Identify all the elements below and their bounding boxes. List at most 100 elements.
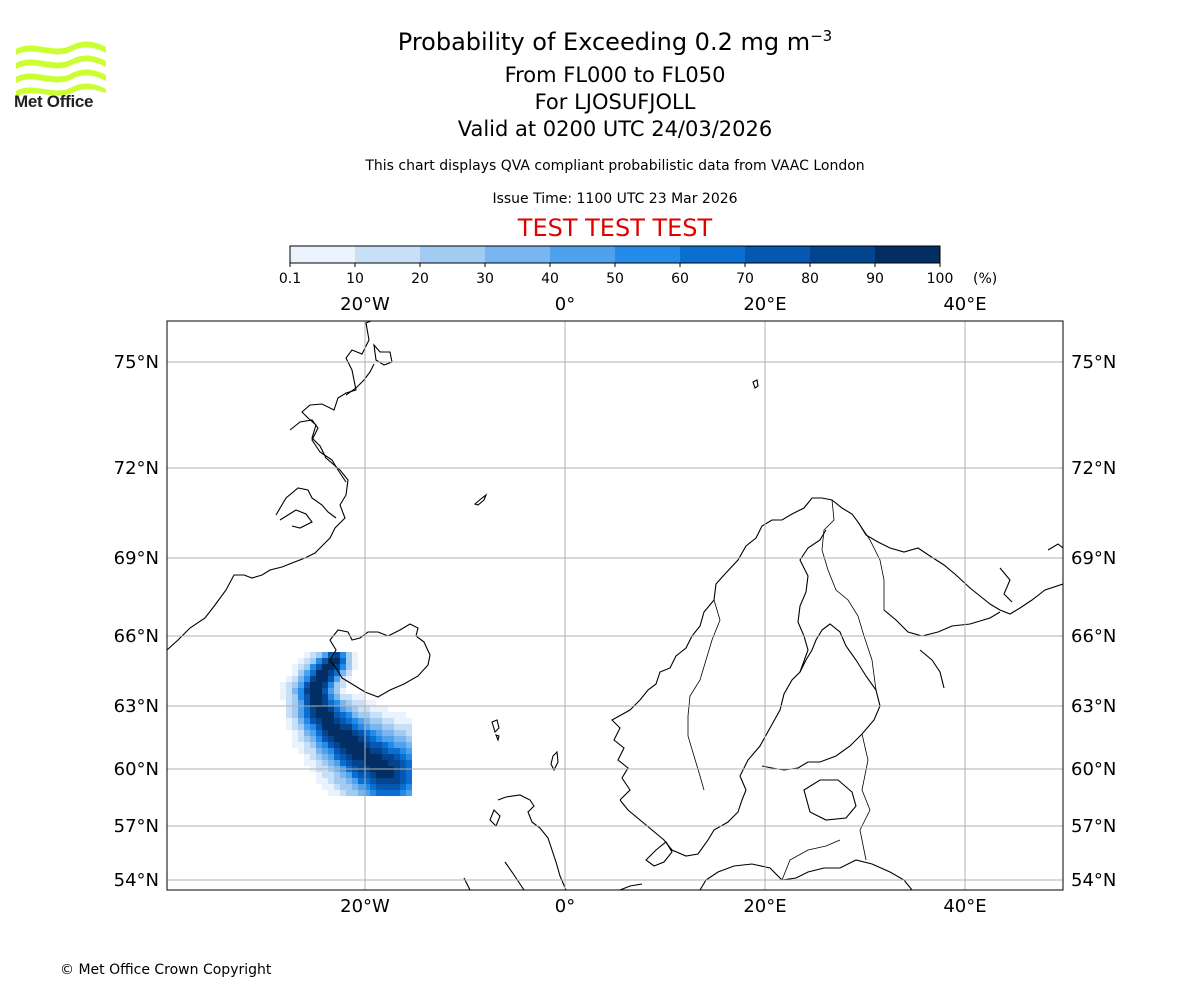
- plume-cell: [382, 724, 388, 730]
- plume-cell: [334, 700, 340, 706]
- plume-cell: [340, 658, 346, 664]
- plume-cell: [370, 742, 376, 748]
- colorbar-block: [745, 246, 811, 263]
- plume-cell: [352, 772, 358, 778]
- plume-cell: [322, 718, 328, 724]
- colorbar-unit: (%): [973, 271, 998, 287]
- plume-cell: [286, 700, 292, 706]
- plume-cell: [400, 736, 406, 742]
- plume-cell: [334, 760, 340, 766]
- plume-cell: [334, 676, 340, 682]
- plume-cell: [292, 670, 298, 676]
- plume-cell: [352, 742, 358, 748]
- plume-cell: [316, 694, 322, 700]
- plume-cell: [394, 784, 400, 790]
- plume-cell: [388, 718, 394, 724]
- plume-cell: [328, 712, 334, 718]
- plume-cell: [322, 652, 328, 658]
- plume-cell: [388, 760, 394, 766]
- plume-cell: [358, 760, 364, 766]
- plume-cell: [346, 790, 352, 796]
- plume-cell: [406, 790, 412, 796]
- plume-cell: [346, 706, 352, 712]
- plume-cell: [298, 688, 304, 694]
- lat-label-left: 63°N: [114, 696, 159, 717]
- plume-cell: [322, 724, 328, 730]
- plume-cell: [394, 724, 400, 730]
- plume-cell: [376, 706, 382, 712]
- plume-cell: [310, 670, 316, 676]
- plume-cell: [292, 718, 298, 724]
- plume-cell: [364, 700, 370, 706]
- plume-cell: [394, 760, 400, 766]
- plume-cell: [292, 700, 298, 706]
- great-britain-coast: [463, 794, 567, 890]
- plume-cell: [292, 682, 298, 688]
- plume-cell: [334, 748, 340, 754]
- plume-cell: [382, 712, 388, 718]
- plume-cell: [400, 712, 406, 718]
- plume-cell: [316, 736, 322, 742]
- plume-cell: [388, 772, 394, 778]
- plume-cell: [304, 760, 310, 766]
- plume-cell: [406, 778, 412, 784]
- colorbar-block: [810, 246, 876, 263]
- plume-cell: [346, 664, 352, 670]
- colorbar-tick-label: 90: [866, 271, 884, 287]
- colorbar-tick-label: 50: [606, 271, 624, 287]
- plume-cell: [406, 730, 412, 736]
- plume-cell: [316, 724, 322, 730]
- plume-cell: [292, 730, 298, 736]
- plume-cell: [364, 772, 370, 778]
- plume-cell: [340, 754, 346, 760]
- plume-cell: [370, 760, 376, 766]
- colorbar-block: [290, 246, 356, 263]
- colorbar-tick-label: 10: [346, 271, 364, 287]
- plume-cell: [310, 748, 316, 754]
- plume-cell: [316, 718, 322, 724]
- plume-cell: [304, 676, 310, 682]
- graticule: [167, 321, 1063, 890]
- plume-cell: [340, 652, 346, 658]
- plume-cell: [334, 754, 340, 760]
- plume-cell: [376, 742, 382, 748]
- plume-cell: [370, 790, 376, 796]
- lat-label-right: 57°N: [1071, 816, 1116, 837]
- lon-label-top: 40°E: [943, 294, 986, 315]
- plume-cell: [316, 700, 322, 706]
- plume-cell: [322, 736, 328, 742]
- plume-cell: [322, 760, 328, 766]
- plume-cell: [376, 724, 382, 730]
- plume-cell: [340, 772, 346, 778]
- plume-cell: [388, 730, 394, 736]
- plume-cell: [340, 670, 346, 676]
- plume-cell: [334, 658, 340, 664]
- ash-probability-plume: [280, 652, 412, 796]
- plume-cell: [400, 784, 406, 790]
- plume-cell: [346, 712, 352, 718]
- plume-cell: [292, 664, 298, 670]
- plume-cell: [298, 682, 304, 688]
- plume-cell: [304, 754, 310, 760]
- plume-cell: [358, 706, 364, 712]
- plume-cell: [352, 700, 358, 706]
- plume-cell: [370, 724, 376, 730]
- plume-cell: [394, 772, 400, 778]
- plume-cell: [364, 760, 370, 766]
- plume-cell: [322, 682, 328, 688]
- plume-cell: [316, 742, 322, 748]
- plume-cell: [352, 730, 358, 736]
- plume-cell: [298, 730, 304, 736]
- plume-cell: [388, 736, 394, 742]
- colorbar-tick-label: 0.1: [279, 271, 301, 287]
- plume-cell: [388, 724, 394, 730]
- lat-label-left: 57°N: [114, 816, 159, 837]
- plume-cell: [400, 778, 406, 784]
- plume-cell: [286, 688, 292, 694]
- plume-cell: [370, 754, 376, 760]
- copyright: © Met Office Crown Copyright: [60, 962, 272, 978]
- plume-cell: [346, 742, 352, 748]
- plume-cell: [316, 670, 322, 676]
- plume-cell: [298, 724, 304, 730]
